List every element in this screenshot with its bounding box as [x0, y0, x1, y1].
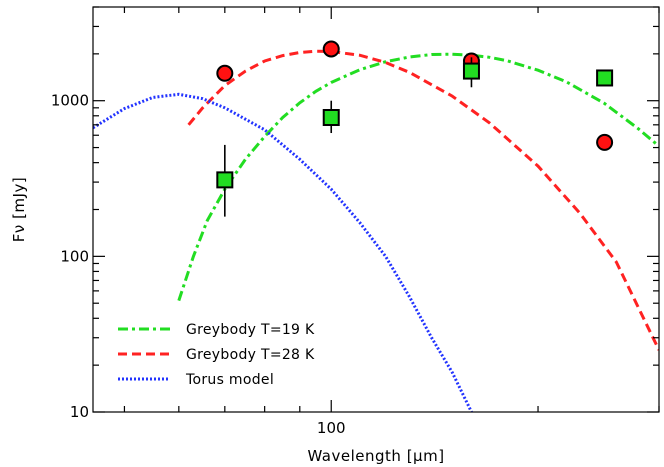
legend-label: Greybody T=28 K [186, 347, 315, 363]
data-point-square [464, 64, 479, 79]
data-point-square [217, 172, 232, 187]
data-point-circle [217, 66, 232, 81]
y-tick-label: 100 [60, 247, 89, 265]
data-point-circle [324, 41, 339, 56]
series-line-greybody-t-28-k [189, 51, 659, 350]
y-tick-label: 10 [70, 403, 89, 421]
series-line-torus-model [93, 94, 472, 412]
x-tick-label: 100 [317, 419, 346, 437]
series-line-greybody-t-19-k [179, 54, 659, 300]
x-axis-label: Wavelength [μm] [307, 447, 444, 465]
data-point-square [597, 70, 612, 85]
legend: Greybody T=19 K Greybody T=28 K Torus mode… [118, 322, 315, 388]
legend-label: Greybody T=19 K [186, 322, 315, 338]
plot-area [93, 41, 664, 412]
data-point-square [324, 110, 339, 125]
plot-frame [93, 7, 659, 412]
data-point-circle [597, 135, 612, 150]
y-axis-label: Fν [mJy] [10, 177, 28, 242]
legend-label: Torus model [185, 372, 274, 388]
y-tick-label: 1000 [51, 92, 89, 110]
